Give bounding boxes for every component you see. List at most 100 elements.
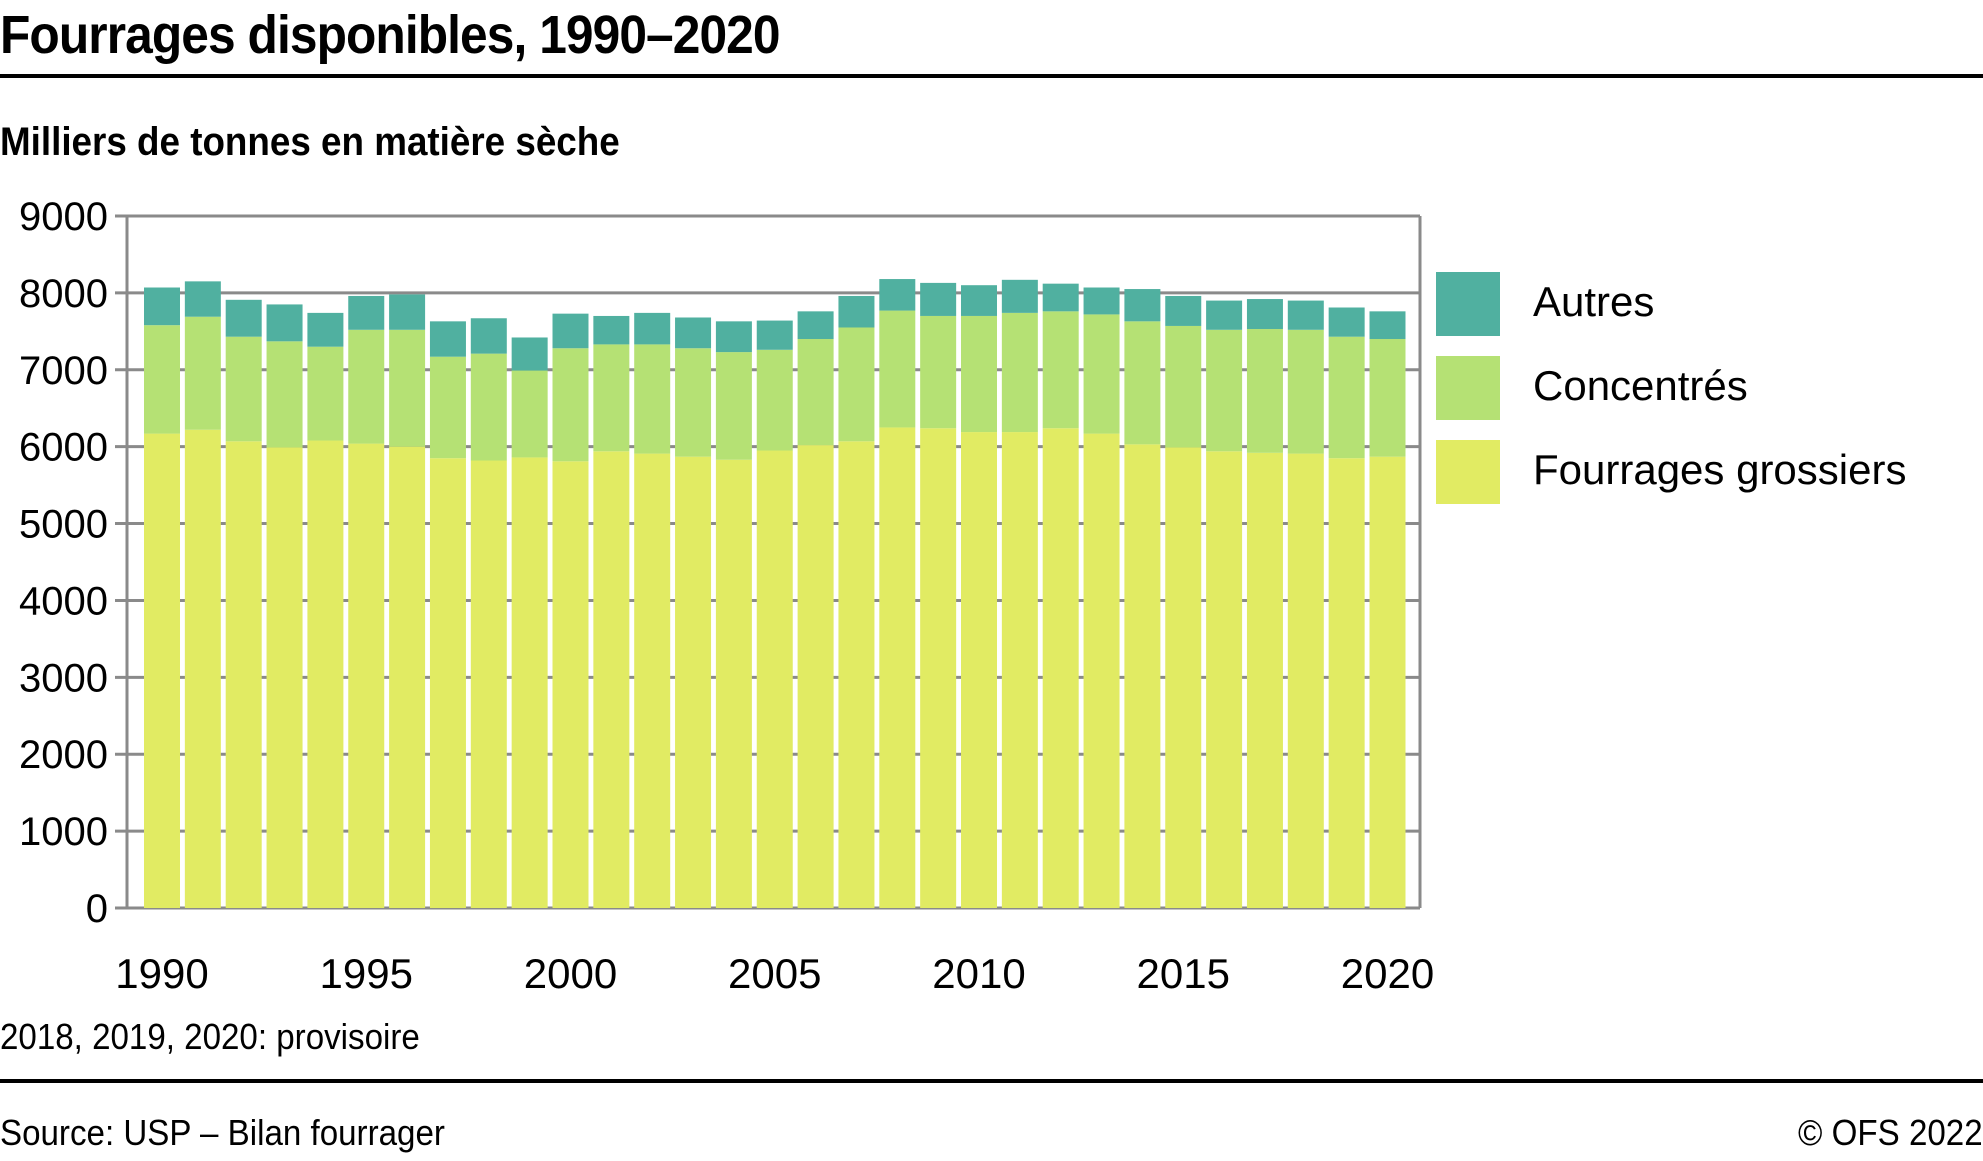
bar-concentr-s-2009: [920, 315, 957, 429]
copyright-text: © OFS 2022: [1798, 1112, 1983, 1153]
bar-autres-1993: [266, 304, 303, 342]
bar-concentr-s-2001: [593, 344, 630, 452]
bar-concentr-s-1990: [144, 325, 180, 434]
bar-fourrages-grossiers-2019: [1328, 458, 1365, 908]
bar-autres-2002: [634, 312, 671, 345]
bar-autres-1997: [429, 321, 466, 357]
y-tick-label-6000: 6000: [19, 426, 108, 470]
bar-concentr-s-2020: [1369, 339, 1406, 457]
y-tick-label-1000: 1000: [19, 810, 108, 854]
bar-concentr-s-2005: [756, 349, 793, 451]
x-tick-label-1990: 1990: [115, 950, 208, 997]
bar-fourrages-grossiers-2015: [1165, 447, 1202, 908]
bar-concentr-s-1992: [225, 336, 262, 442]
bar-autres-2014: [1124, 289, 1161, 322]
legend-label-concentres: Concentrés: [1533, 362, 1748, 409]
x-tick-label-2010: 2010: [932, 950, 1025, 997]
bar-concentr-s-2012: [1042, 311, 1079, 429]
footer-divider: [0, 1079, 1983, 1083]
bar-fourrages-grossiers-2008: [879, 427, 916, 908]
x-tick-label-1995: 1995: [320, 950, 413, 997]
provisional-note: 2018, 2019, 2020: provisoire: [0, 1016, 420, 1057]
bar-fourrages-grossiers-1994: [307, 440, 344, 908]
bar-autres-1990: [144, 287, 180, 326]
bar-fourrages-grossiers-1999: [511, 457, 548, 908]
bar-concentr-s-1994: [307, 346, 344, 441]
bar-concentr-s-2000: [552, 348, 589, 462]
bar-concentr-s-2010: [961, 315, 997, 433]
x-tick-labels: 1990 1995 2000 2005 2010 2015 2020: [115, 950, 1434, 997]
bar-concentr-s-2007: [838, 327, 875, 442]
bar-concentr-s-1995: [348, 329, 385, 444]
bar-fourrages-grossiers-2005: [756, 450, 793, 908]
bar-concentr-s-1998: [470, 353, 507, 461]
bar-fourrages-grossiers-1992: [225, 441, 262, 908]
bar-concentr-s-2016: [1206, 329, 1243, 452]
bar-concentr-s-2015: [1165, 325, 1202, 448]
bar-concentr-s-1996: [389, 329, 426, 447]
y-tick-label-9000: 9000: [19, 195, 108, 239]
bar-fourrages-grossiers-1997: [429, 458, 466, 908]
bar-autres-2004: [715, 321, 752, 353]
y-tick-label-7000: 7000: [19, 349, 108, 393]
bar-fourrages-grossiers-1996: [389, 446, 426, 908]
bar-fourrages-grossiers-1991: [184, 429, 221, 908]
legend-label-autres: Autres: [1533, 278, 1655, 325]
y-tick-label-2000: 2000: [19, 733, 108, 777]
bar-fourrages-grossiers-2014: [1124, 444, 1161, 908]
bar-fourrages-grossiers-1998: [470, 460, 507, 908]
bar-autres-2000: [552, 313, 589, 349]
bar-autres-2001: [593, 315, 630, 345]
bar-fourrages-grossiers-2004: [715, 459, 752, 908]
stacked-bar-chart: 0 1000 2000 3000 4000 5000 6000 7000 8000 9000 19…: [19, 195, 1434, 997]
chart-title: Fourrages disponibles, 1990–2020: [0, 5, 781, 65]
bar-concentr-s-2013: [1083, 314, 1120, 434]
bar-concentr-s-2008: [879, 310, 916, 428]
bar-autres-2016: [1206, 300, 1243, 330]
axes: [125, 216, 1422, 908]
bar-concentr-s-2017: [1246, 329, 1283, 453]
bar-fourrages-grossiers-2000: [552, 461, 589, 908]
y-tick-label-8000: 8000: [19, 272, 108, 316]
bar-fourrages-grossiers-1990: [144, 433, 180, 908]
legend-swatch-autres: [1436, 272, 1500, 336]
bar-concentr-s-1997: [429, 356, 466, 459]
bar-autres-1994: [307, 312, 344, 347]
bar-concentr-s-2019: [1328, 336, 1365, 459]
bar-concentr-s-2006: [797, 339, 834, 446]
bar-autres-2009: [920, 282, 957, 316]
source-text: Source: USP – Bilan fourrager: [0, 1112, 445, 1153]
bar-fourrages-grossiers-2017: [1246, 452, 1283, 908]
bar-fourrages-grossiers-2010: [961, 432, 997, 908]
bar-concentr-s-2002: [634, 344, 671, 454]
y-tick-label-4000: 4000: [19, 579, 108, 623]
bar-autres-1995: [348, 295, 385, 330]
bar-fourrages-grossiers-2018: [1287, 453, 1324, 908]
x-tick-label-2020: 2020: [1341, 950, 1434, 997]
bar-concentr-s-2004: [715, 352, 752, 460]
legend-label-fourrages-grossiers: Fourrages grossiers: [1533, 446, 1907, 493]
bar-fourrages-grossiers-2002: [634, 453, 671, 908]
bar-fourrages-grossiers-2003: [675, 456, 712, 908]
y-tick-labels: 0 1000 2000 3000 4000 5000 6000 7000 8000 9000: [19, 195, 108, 931]
y-tick-label-3000: 3000: [19, 656, 108, 700]
bar-autres-2018: [1287, 300, 1324, 330]
bar-concentr-s-1993: [266, 341, 303, 448]
bar-fourrages-grossiers-2012: [1042, 428, 1079, 908]
bar-fourrages-grossiers-1995: [348, 443, 385, 908]
bar-concentr-s-2003: [675, 348, 712, 457]
bar-concentr-s-2011: [1001, 312, 1038, 433]
bar-autres-1998: [470, 318, 507, 354]
y-tick-label-0: 0: [86, 887, 108, 931]
x-tick-label-2015: 2015: [1137, 950, 1230, 997]
bar-autres-2005: [756, 320, 793, 350]
bar-autres-2007: [838, 295, 875, 328]
bar-autres-2006: [797, 311, 834, 340]
bar-autres-2003: [675, 317, 712, 349]
y-tick-label-5000: 5000: [19, 503, 108, 547]
x-tick-label-2000: 2000: [524, 950, 617, 997]
bar-autres-1999: [511, 337, 548, 371]
bar-autres-2017: [1246, 299, 1283, 330]
bar-autres-2013: [1083, 287, 1120, 315]
bar-fourrages-grossiers-2009: [920, 428, 957, 908]
